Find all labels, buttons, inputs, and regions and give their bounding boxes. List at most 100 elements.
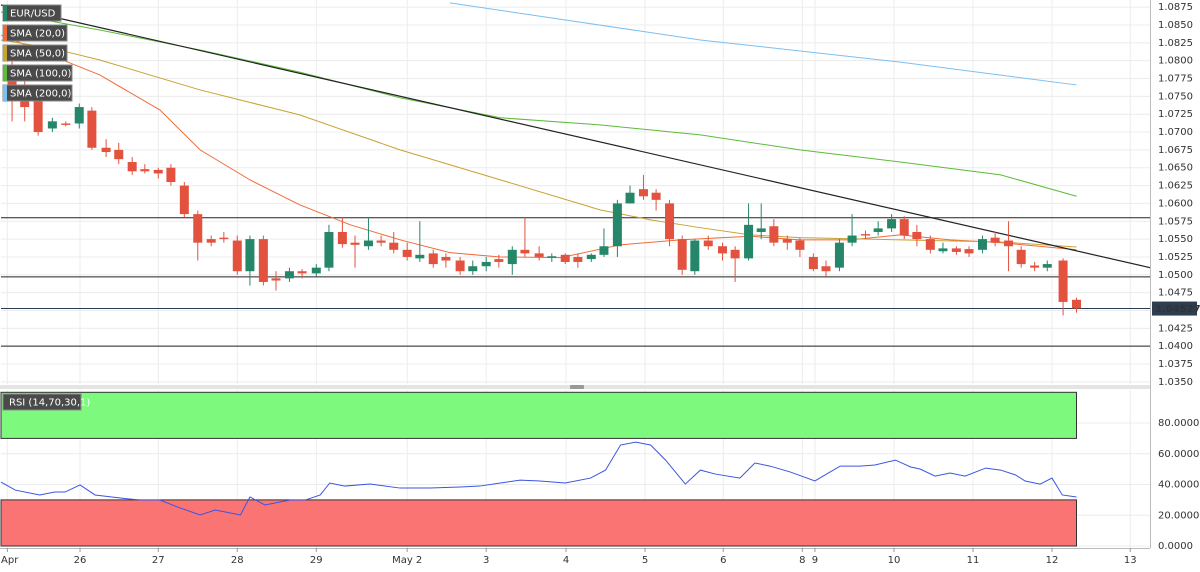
- rsi-label: RSI (14,70,30,1): [9, 398, 90, 409]
- x-tick-label: 3: [483, 555, 489, 566]
- y-tick-label: 1.0375: [1158, 359, 1193, 370]
- sma-line: [449, 2, 1077, 86]
- candle-body: [990, 237, 1000, 243]
- y-tick-label: 1.0850: [1158, 20, 1193, 31]
- x-tick-label: 28: [231, 555, 244, 566]
- pane-handle[interactable]: [570, 385, 584, 389]
- legend-label: EUR/USD: [10, 9, 56, 20]
- legend-swatch: [3, 65, 7, 81]
- candle-body: [297, 271, 307, 274]
- candle-body: [730, 249, 740, 259]
- candle-body: [402, 249, 412, 257]
- candle-body: [206, 239, 216, 243]
- candle-body: [586, 254, 596, 260]
- candle-body: [560, 254, 570, 262]
- rsi-pane: [0, 390, 1150, 548]
- y-tick-label: 80.0000: [1158, 418, 1199, 429]
- candle-body: [899, 219, 909, 236]
- candle-body: [61, 123, 71, 125]
- candle-body: [47, 121, 57, 129]
- candle-body: [665, 203, 675, 240]
- y-tick-label: 0.0000: [1158, 541, 1193, 552]
- candle-body: [311, 267, 321, 274]
- candle-body: [599, 246, 609, 255]
- candle-body: [87, 110, 97, 148]
- candle-body: [468, 266, 478, 272]
- candle-body: [938, 248, 948, 252]
- y-tick-label: 1.0600: [1158, 198, 1193, 209]
- candle-body: [821, 266, 831, 272]
- candle-body: [861, 234, 871, 236]
- x-tick-label: 26: [74, 555, 87, 566]
- sma-line: [0, 39, 1077, 248]
- x-tick-label: 11: [967, 555, 980, 566]
- candle-body: [33, 99, 43, 133]
- y-tick-label: 1.0400: [1158, 341, 1193, 352]
- candle-body: [284, 271, 294, 279]
- candle-body: [977, 239, 987, 250]
- candle-body: [415, 254, 425, 259]
- y-tick-label: 1.0700: [1158, 127, 1193, 138]
- y-tick-label: 1.0800: [1158, 56, 1193, 67]
- candle-body: [834, 242, 844, 268]
- y-tick-label: 1.0575: [1158, 216, 1193, 227]
- candle-body: [573, 256, 583, 262]
- candle-body: [717, 246, 727, 254]
- legend: EUR/USD SMA (20,0) SMA (50,0) SMA (100,0) SM…: [2, 4, 90, 411]
- y-tick-label: 1.0725: [1158, 109, 1193, 120]
- candle-body: [847, 235, 857, 243]
- x-tick-label: 27: [152, 555, 165, 566]
- candle-body: [324, 231, 334, 268]
- legend-swatch: [3, 25, 7, 41]
- x-tick-label: 13: [1124, 555, 1137, 566]
- legend-label: SMA (20,0): [10, 29, 65, 40]
- y-tick-label: 1.0500: [1158, 270, 1193, 281]
- candle-body: [389, 242, 399, 250]
- candle-body: [1004, 240, 1014, 247]
- y-tick-label: 40.0000: [1158, 480, 1199, 491]
- legend-label: SMA (100,0): [10, 69, 72, 80]
- candle-body: [1072, 299, 1082, 309]
- candle-body: [441, 256, 451, 261]
- last-price-label: 1.04527: [1155, 304, 1200, 315]
- price-pane: [0, 0, 1150, 384]
- x-tick-label: 29: [310, 555, 323, 566]
- rsi-label-box[interactable]: [2, 393, 82, 411]
- candle-body: [376, 240, 386, 243]
- y-tick-label: 1.0625: [1158, 181, 1193, 192]
- legend-label: SMA (200,0): [10, 89, 72, 100]
- candle-body: [677, 239, 687, 270]
- candle-body: [625, 192, 635, 204]
- candle-body: [455, 260, 465, 272]
- y-tick-label: 1.0350: [1158, 377, 1193, 388]
- candle-body: [245, 239, 255, 272]
- legend-swatch: [3, 85, 7, 101]
- legend-swatch: [3, 45, 7, 61]
- candle-body: [153, 169, 163, 174]
- candle-body: [428, 253, 438, 265]
- candle-body: [74, 107, 84, 124]
- y-tick-label: 1.0825: [1158, 38, 1193, 49]
- x-tick-label: 12: [1046, 555, 1059, 566]
- y-tick-label: 1.0525: [1158, 252, 1193, 263]
- sma-line: [0, 34, 1077, 259]
- candle-body: [494, 259, 504, 262]
- x-tick-label: 5: [642, 555, 648, 566]
- x-tick-label: 9: [812, 555, 818, 566]
- candle-body: [481, 261, 491, 267]
- candle-body: [1058, 260, 1068, 302]
- x-tick-label: May 2: [392, 555, 422, 566]
- candle-body: [1016, 249, 1026, 265]
- candle-body: [912, 231, 922, 240]
- candle-body: [795, 240, 805, 250]
- last-price-box: [1152, 301, 1197, 316]
- candle-body: [140, 169, 150, 172]
- x-tick-label: 4: [563, 555, 569, 566]
- y-tick-label: 1.0550: [1158, 234, 1193, 245]
- candle-body: [612, 203, 622, 247]
- candle-body: [101, 147, 111, 153]
- y-tick-label: 1.0675: [1158, 145, 1193, 156]
- candle-body: [756, 228, 766, 232]
- candle-body: [744, 224, 754, 259]
